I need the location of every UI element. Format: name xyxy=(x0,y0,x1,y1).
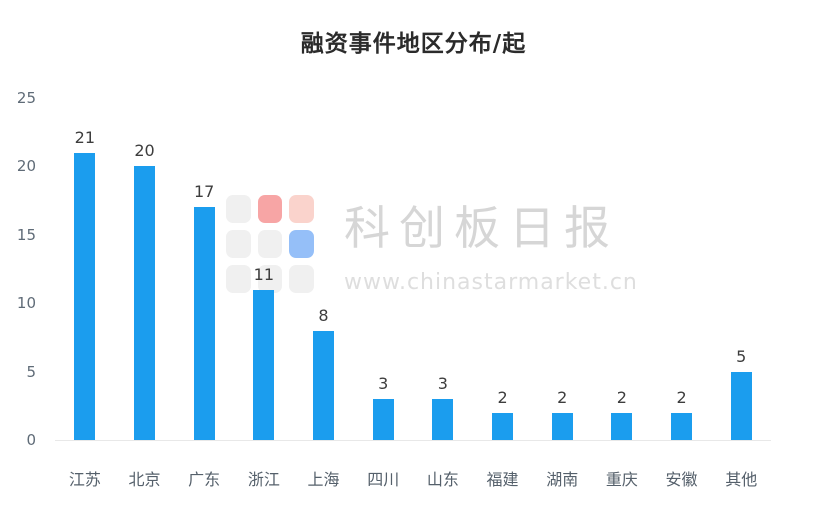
bar-group: 8 xyxy=(294,98,354,440)
bar-value-label: 20 xyxy=(134,141,155,161)
bar xyxy=(611,412,633,440)
bar-value-label: 2 xyxy=(616,387,627,407)
bar-group: 3 xyxy=(353,98,413,440)
bar xyxy=(253,289,275,440)
bar xyxy=(432,398,454,440)
x-tick-label: 北京 xyxy=(128,470,161,489)
bar-value-label: 2 xyxy=(557,387,568,407)
y-tick-label: 10 xyxy=(16,294,36,313)
plot-area: 21 20 17 11 8 3 3 2 2 2 2 5 xyxy=(55,98,771,441)
bar-group: 3 xyxy=(413,98,473,440)
y-tick-label: 25 xyxy=(16,89,36,107)
x-tick-label: 福建 xyxy=(486,470,519,489)
x-tick-label: 上海 xyxy=(307,470,340,489)
x-tick-label: 安徽 xyxy=(665,470,698,489)
bar-group: 11 xyxy=(234,98,294,440)
bar-group: 2 xyxy=(652,98,712,440)
y-tick-label: 0 xyxy=(26,431,36,449)
bar-value-label: 3 xyxy=(378,373,389,393)
bar-value-label: 5 xyxy=(736,346,747,366)
bar xyxy=(492,412,514,440)
x-tick-label: 四川 xyxy=(367,470,400,489)
y-tick-label: 20 xyxy=(16,157,36,176)
y-tick-label: 5 xyxy=(26,362,36,381)
bar-value-label: 17 xyxy=(194,182,215,202)
bar-group: 5 xyxy=(711,98,771,440)
bar-group: 21 xyxy=(55,98,115,440)
bar xyxy=(74,152,96,440)
x-tick-label: 广东 xyxy=(188,470,221,489)
y-axis: 0 5 10 15 20 25 xyxy=(0,0,36,507)
bar-group: 2 xyxy=(473,98,533,440)
bar xyxy=(671,412,693,440)
x-tick-label: 湖南 xyxy=(546,470,579,489)
bar xyxy=(551,412,573,440)
bar xyxy=(313,330,335,440)
chart-title: 融资事件地区分布/起 xyxy=(300,31,527,57)
y-tick-label: 15 xyxy=(16,225,36,244)
bar-group: 2 xyxy=(532,98,592,440)
x-tick-label: 山东 xyxy=(426,470,459,489)
x-axis: 江苏 北京 广东 浙江 上海 四川 山东 福建 湖南 重庆 安徽 其他 xyxy=(55,466,771,490)
bar xyxy=(134,166,155,440)
x-tick-label: 江苏 xyxy=(68,470,101,489)
x-tick-label: 浙江 xyxy=(247,470,280,489)
x-tick-label: 重庆 xyxy=(605,470,638,489)
bar-value-label: 8 xyxy=(318,305,329,325)
x-tick-label: 其他 xyxy=(725,470,758,489)
bar-value-label: 3 xyxy=(437,373,448,393)
bar xyxy=(193,207,215,440)
bar xyxy=(372,398,394,440)
bar-value-label: 11 xyxy=(253,264,275,284)
bar-value-label: 2 xyxy=(676,387,687,407)
bar-group: 17 xyxy=(174,98,234,440)
bar-value-label: 2 xyxy=(497,387,508,407)
bar-group: 20 xyxy=(115,98,175,440)
bar-value-label: 21 xyxy=(74,127,96,147)
bar xyxy=(730,371,752,440)
bar-group: 2 xyxy=(592,98,652,440)
